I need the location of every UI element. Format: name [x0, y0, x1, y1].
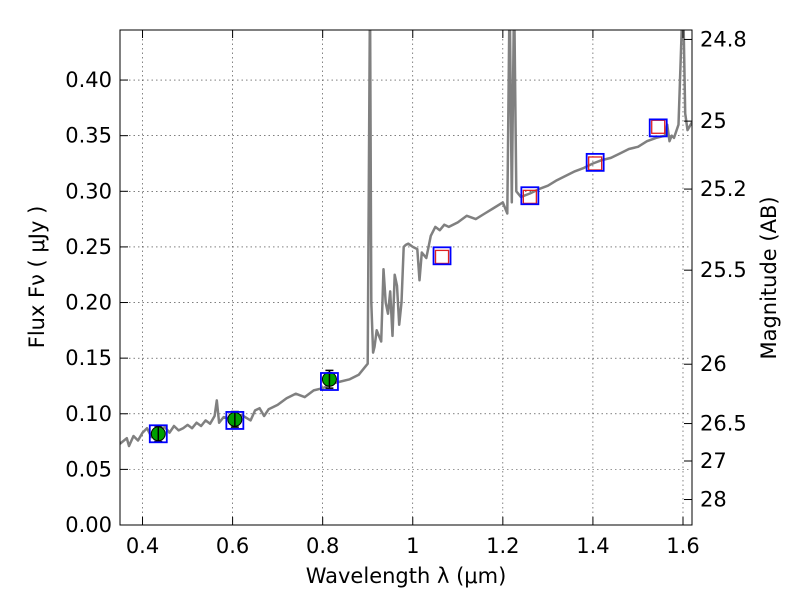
x-tick-label: 0.6 [216, 534, 249, 558]
y-axis-label: Flux Fν ( μJy ) [25, 206, 49, 349]
x-axis-label: Wavelength λ (μm) [306, 564, 507, 588]
mag-tick-label: 25 [700, 109, 727, 133]
y-tick-label: 0.10 [65, 402, 112, 426]
y-tick-label: 0.40 [65, 68, 112, 92]
y-tick-label: 0.05 [65, 457, 112, 481]
y-tick-label: 0.35 [65, 124, 112, 148]
mag-tick-label: 27 [700, 449, 727, 473]
mag-tick-label: 26.5 [700, 412, 747, 436]
model-flux-square [585, 152, 605, 172]
spectrum-line [120, 30, 692, 448]
axes-layer: 0.4 0.6 0.8 1 1.2 1.4 1.6 0.00 0.05 0.10 0.15 0.20 0… [65, 27, 747, 558]
plot-background [120, 30, 692, 525]
model-flux-square [520, 186, 540, 206]
y-tick-label: 0.30 [65, 179, 112, 203]
mag-tick-label: 26 [700, 352, 727, 376]
x-tick-label: 0.8 [306, 534, 339, 558]
mag-tick-label: 25.5 [700, 258, 747, 282]
x-tick-label: 1.6 [666, 534, 699, 558]
y-tick-label: 0.15 [65, 346, 112, 370]
y-tick-label: 0.20 [65, 291, 112, 315]
mag-tick-label: 24.8 [700, 27, 747, 51]
y2-axis-label: Magnitude (AB) [757, 196, 781, 359]
mag-tick-label: 28 [700, 488, 727, 512]
x-tick-label: 1.2 [486, 534, 519, 558]
y-tick-label: 0.00 [65, 513, 112, 537]
model-flux-square [225, 411, 245, 430]
model-flux-square [432, 246, 452, 266]
model-flux-square [148, 424, 168, 444]
markers-layer [148, 118, 668, 444]
x-tick-label: 1 [406, 534, 419, 558]
mag-tick-label: 25.2 [700, 177, 747, 201]
x-tick-label: 1.4 [576, 534, 609, 558]
x-tick-label: 0.4 [126, 534, 159, 558]
model-flux-square [648, 118, 668, 138]
series-layer [120, 30, 692, 448]
y-tick-label: 0.25 [65, 235, 112, 259]
plot-frame [119, 29, 693, 526]
model-flux-square [320, 372, 339, 391]
